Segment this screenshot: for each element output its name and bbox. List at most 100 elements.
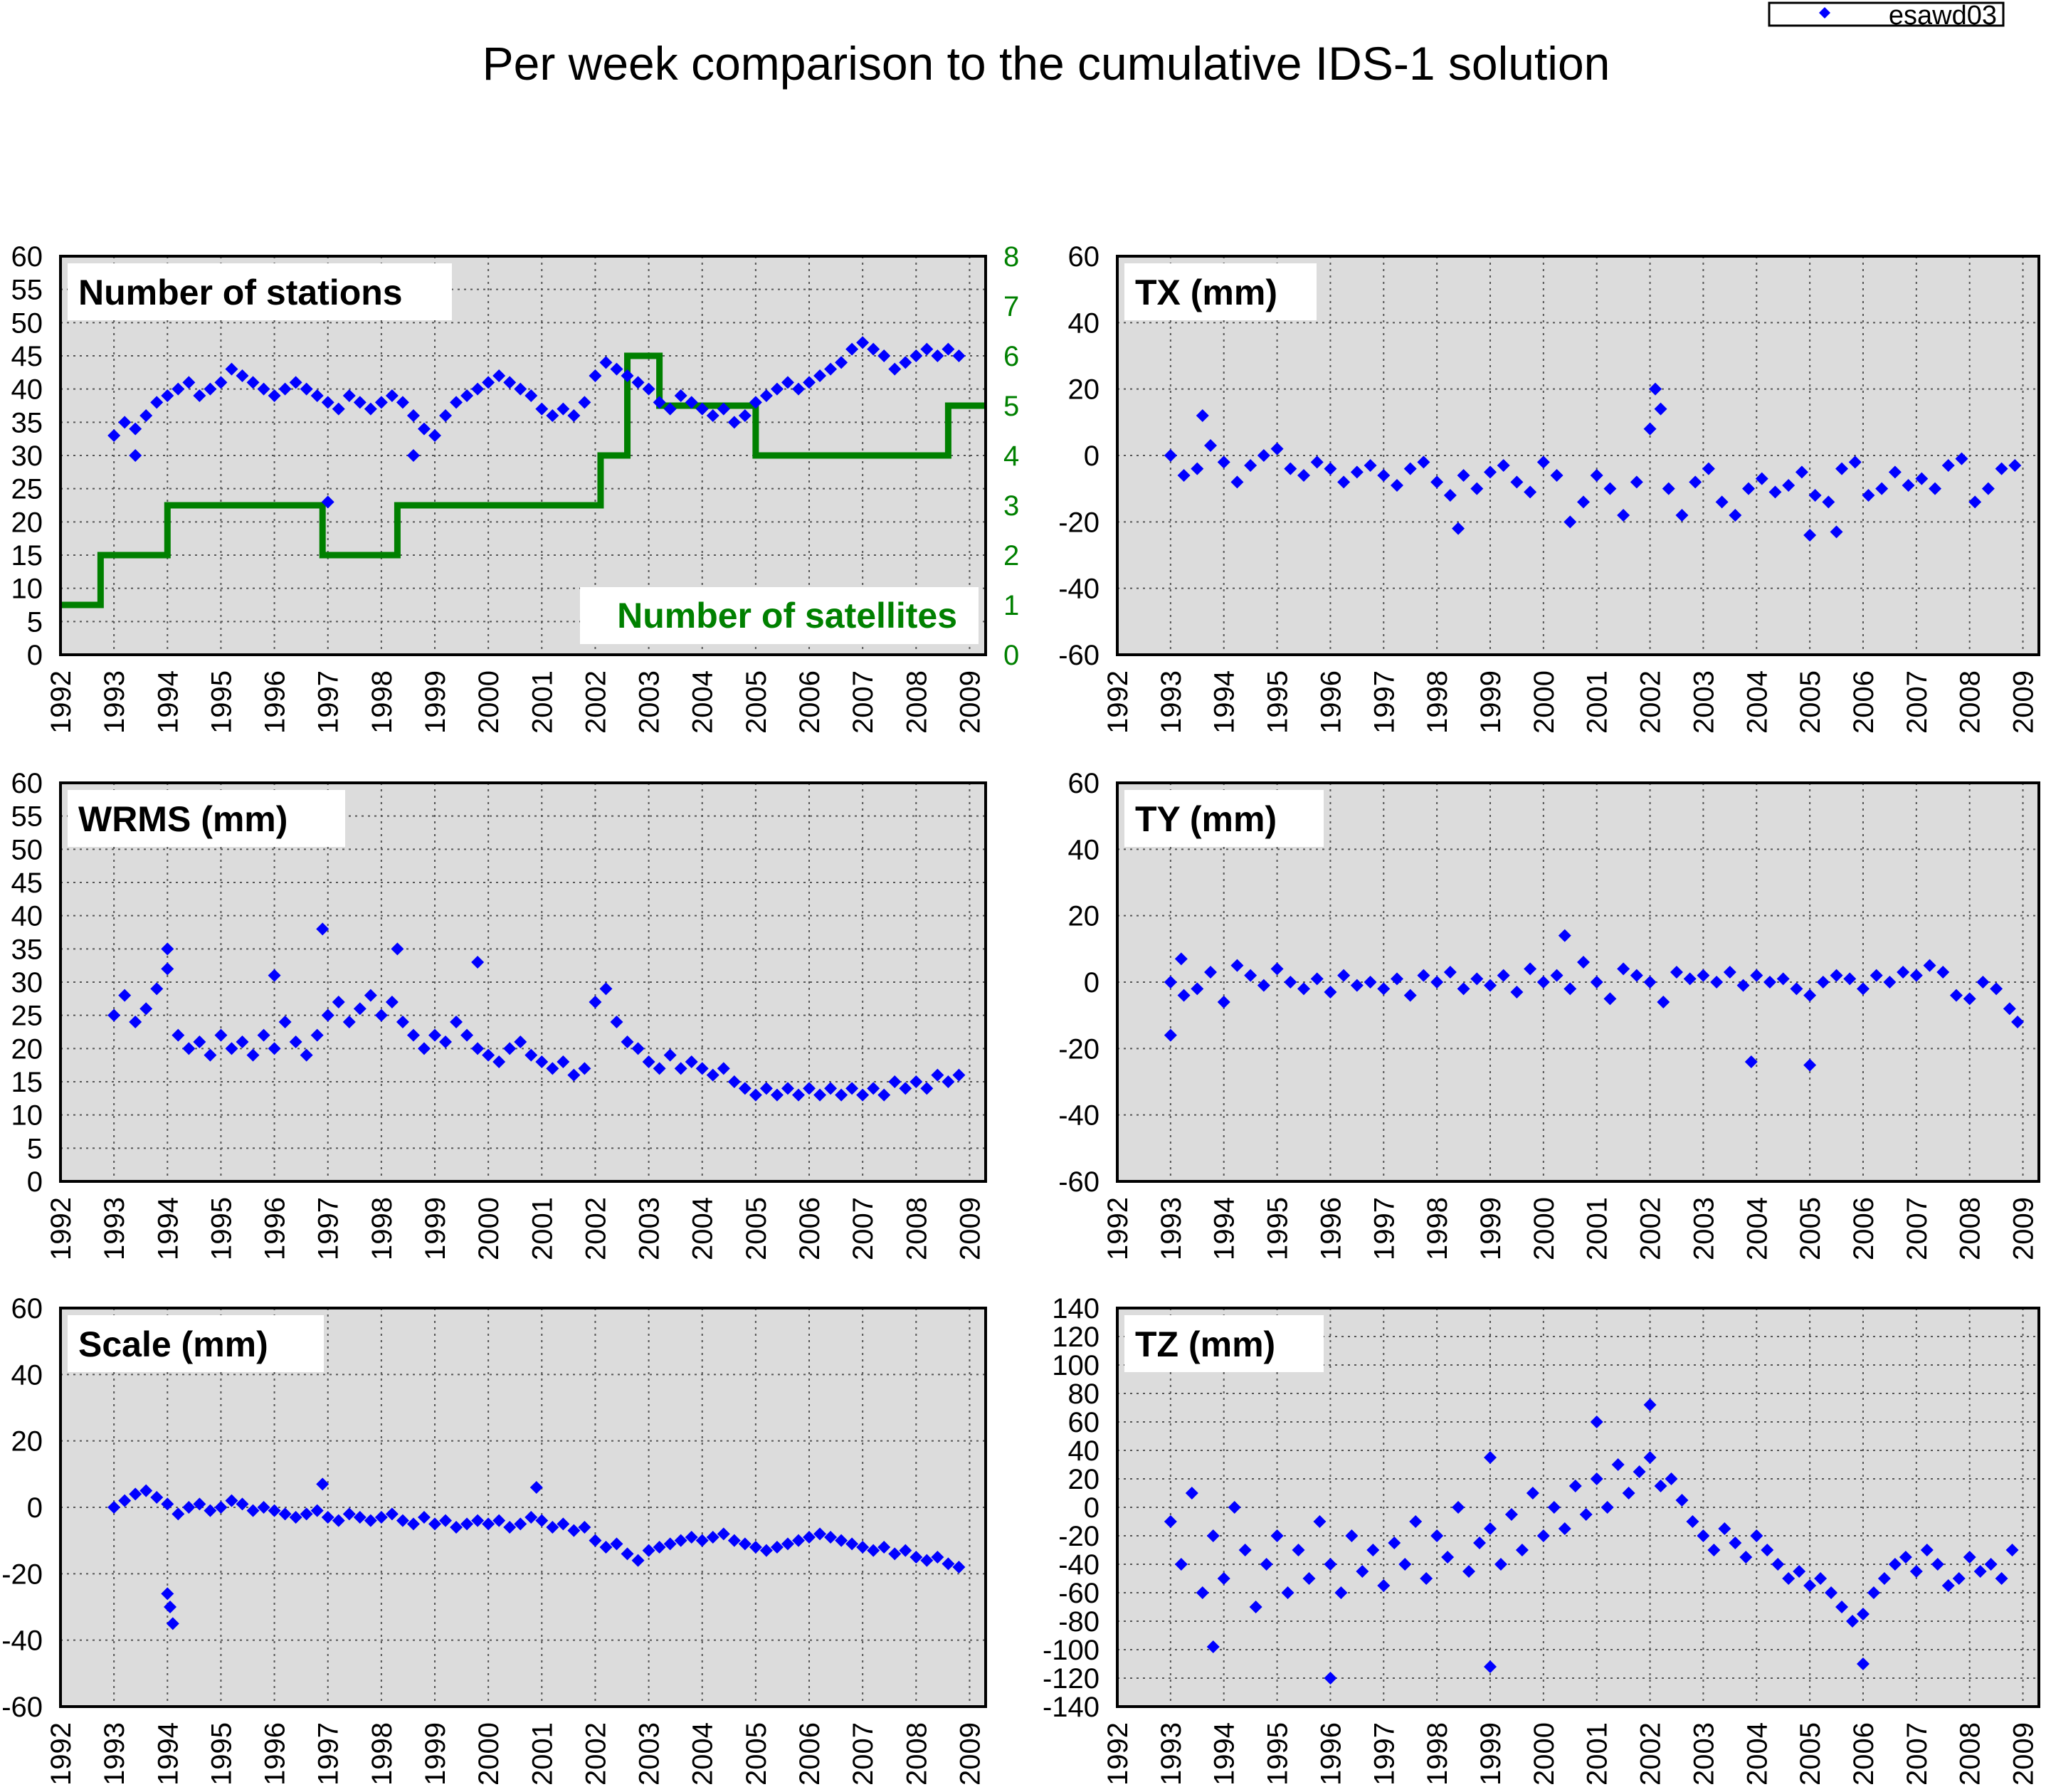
data-point [803, 376, 816, 389]
data-point [888, 1075, 902, 1088]
data-point [289, 376, 302, 389]
panel-label-tz: TZ (mm) [1135, 1324, 1275, 1364]
data-point [417, 422, 431, 436]
y-tick-label: -40 [1058, 574, 1100, 605]
data-point [182, 1501, 196, 1514]
data-point [1441, 1551, 1455, 1564]
data-point [803, 1531, 816, 1544]
data-point [172, 382, 185, 396]
data-point [1483, 465, 1497, 479]
data-point [1617, 509, 1630, 522]
right-tick-label: 6 [1003, 341, 1019, 372]
data-point [257, 382, 270, 396]
x-tick-label: 2001 [527, 1197, 558, 1260]
data-point [610, 1016, 623, 1028]
y-tick-label: -20 [1058, 1033, 1100, 1065]
y-tick-label: -60 [1058, 1578, 1100, 1609]
data-point [546, 409, 559, 422]
data-point [289, 1511, 302, 1524]
right-tick-label: 3 [1003, 490, 1019, 522]
data-point [1203, 439, 1217, 452]
right-tick-label: 0 [1003, 640, 1019, 671]
data-point [1968, 495, 1982, 509]
data-point [1230, 959, 1244, 972]
data-point [1356, 1565, 1369, 1578]
x-tick-label: 2000 [473, 1197, 505, 1260]
data-point [1174, 1558, 1188, 1571]
y-tick-label: 25 [11, 474, 43, 505]
data-point [621, 1547, 634, 1561]
data-point [1417, 969, 1430, 982]
data-point [524, 389, 538, 402]
data-point [1739, 1551, 1753, 1564]
x-tick-label: 2007 [848, 670, 879, 734]
data-point [1654, 1480, 1667, 1492]
data-point [278, 1507, 292, 1521]
data-point [685, 396, 698, 409]
data-point [514, 1035, 527, 1048]
x-tick-label: 2009 [954, 1722, 986, 1786]
data-point [899, 356, 912, 369]
y-tick-label: 15 [11, 1067, 43, 1098]
data-point [1862, 489, 1875, 502]
data-point [529, 1481, 543, 1494]
data-point [770, 1541, 784, 1554]
data-point [1377, 469, 1391, 482]
data-point [1929, 482, 1942, 495]
x-tick-label: 1992 [46, 1197, 77, 1260]
y-tick-label: 40 [1068, 307, 1100, 339]
data-point [749, 1088, 762, 1102]
data-point [1675, 1494, 1689, 1507]
data-point [257, 1028, 270, 1042]
x-tick-label: 2002 [580, 670, 611, 734]
y-tick-label: -20 [1058, 507, 1100, 538]
data-point [578, 1521, 591, 1534]
data-point [759, 1082, 773, 1095]
right-tick-label: 7 [1003, 291, 1019, 322]
data-point [749, 1541, 762, 1554]
data-point [1915, 472, 1929, 485]
data-point [845, 1537, 859, 1551]
data-point [1550, 469, 1563, 482]
data-point [535, 1514, 549, 1527]
data-point [1324, 462, 1337, 475]
data-point [706, 409, 719, 422]
data-point [225, 362, 238, 376]
x-tick-label: 2006 [794, 670, 826, 734]
data-point [1257, 979, 1270, 992]
data-point [1270, 1529, 1284, 1542]
x-tick-label: 1998 [367, 1197, 398, 1260]
data-point [1697, 969, 1710, 982]
x-tick-label: 2004 [1741, 1197, 1773, 1260]
x-tick-label: 2007 [848, 1722, 879, 1786]
data-point [1310, 972, 1324, 986]
data-point [685, 1531, 698, 1544]
data-point [1856, 1657, 1870, 1670]
data-point [738, 409, 752, 422]
data-point [824, 362, 838, 376]
y-tick-label: 120 [1052, 1322, 1100, 1353]
data-point [129, 1016, 142, 1028]
y-tick-label: 0 [1084, 1492, 1100, 1524]
panel-label-tx: TX (mm) [1135, 273, 1277, 312]
data-point [1795, 465, 1808, 479]
data-point [835, 356, 848, 369]
data-point [166, 1617, 179, 1630]
data-point [1782, 1572, 1795, 1585]
data-point [942, 1075, 955, 1088]
data-point [289, 1035, 302, 1048]
x-tick-label: 2003 [634, 1722, 665, 1786]
data-point [1244, 969, 1257, 982]
data-point [1803, 1579, 1817, 1592]
data-point [1867, 1586, 1880, 1599]
satellites-label-box [580, 587, 979, 644]
data-point [1313, 1515, 1327, 1528]
data-point [1955, 452, 1968, 465]
data-point [1883, 976, 1897, 989]
data-point [321, 396, 334, 409]
data-point [706, 1068, 719, 1082]
panel-wrms: WRMS (mm) 1992 1993 1994 1995 1996 1997 1998 199… [11, 768, 987, 1260]
data-point [717, 402, 730, 416]
x-tick-label: 1995 [206, 1197, 237, 1260]
